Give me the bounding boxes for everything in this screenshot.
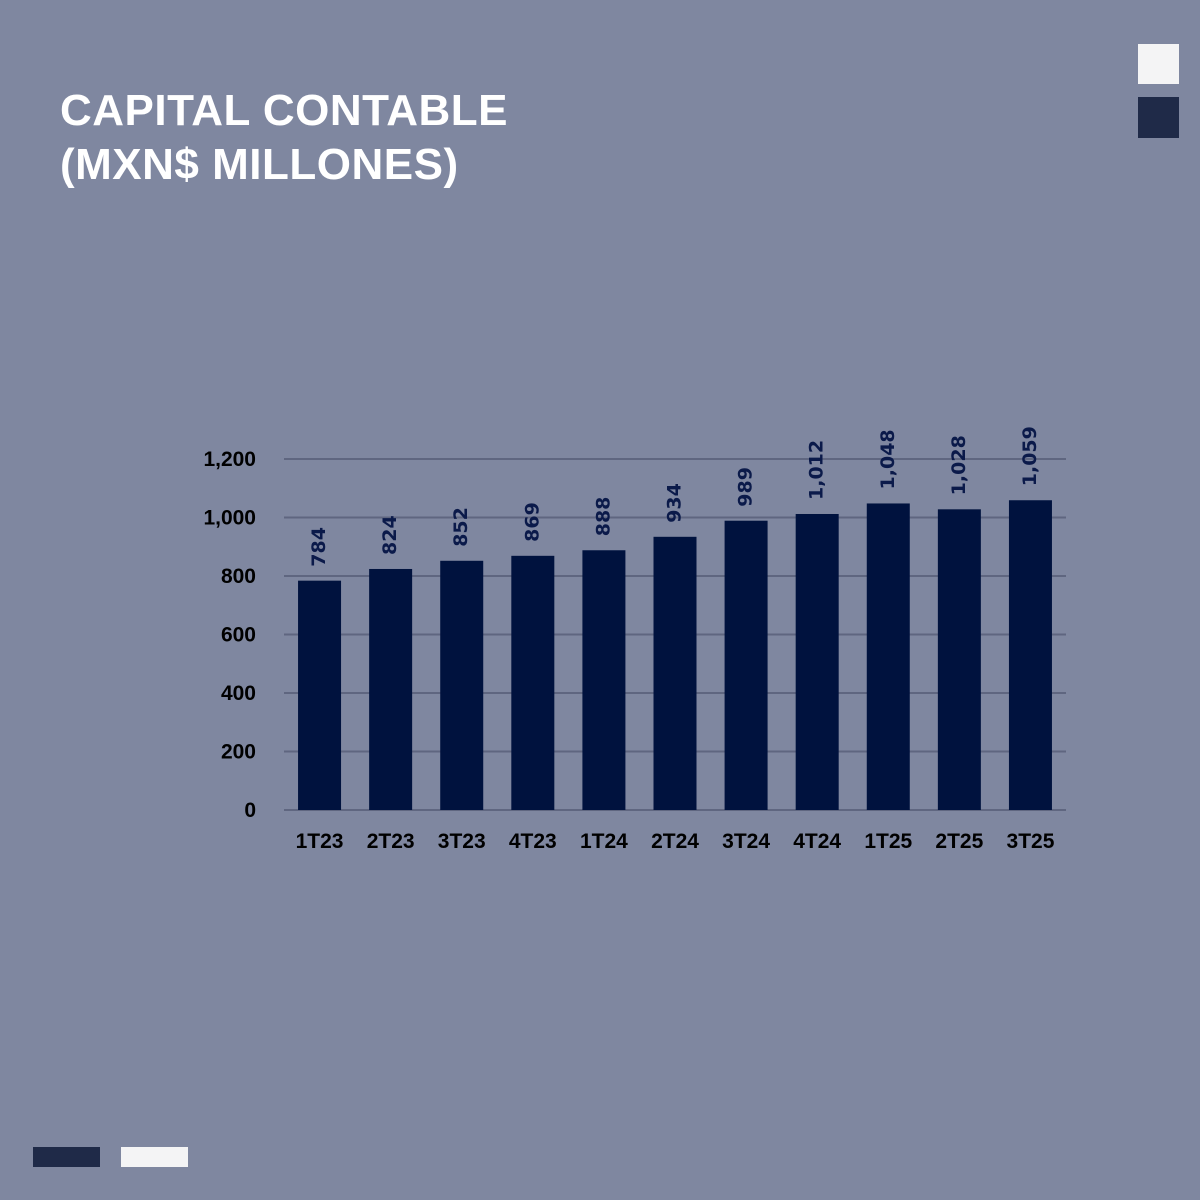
data-label: 824 [379, 515, 401, 555]
bar [653, 536, 697, 810]
x-tick-label: 1T24 [580, 830, 628, 853]
y-tick-label: 0 [244, 799, 256, 822]
bar [724, 520, 768, 810]
decor-square-light [1138, 44, 1179, 84]
y-tick-label: 800 [221, 565, 256, 588]
y-tick-label: 600 [221, 624, 256, 647]
bar [582, 550, 626, 810]
data-label: 989 [735, 467, 757, 507]
x-axis-ticks: 1T23 2T23 3T23 4T23 1T24 2T24 3T24 4T24 1T25 2T25… [296, 830, 1055, 853]
chart-title: CAPITAL CONTABLE (MXN$ MILLONES) [60, 84, 508, 192]
decor-bar-light [121, 1147, 188, 1167]
decor-square-dark [1138, 97, 1179, 138]
data-label: 784 [308, 527, 330, 567]
x-tick-label: 2T24 [651, 830, 699, 853]
data-label: 1,048 [877, 429, 899, 489]
y-axis-ticks: 0 200 400 600 800 1,000 1,200 [203, 448, 256, 822]
bar [795, 513, 839, 810]
data-label: 1,059 [1019, 426, 1041, 486]
x-tick-label: 2T23 [367, 830, 415, 853]
y-tick-label: 400 [221, 682, 256, 705]
x-tick-label: 3T25 [1007, 830, 1055, 853]
bars [298, 500, 1052, 810]
data-label: 888 [592, 497, 614, 537]
x-tick-label: 4T24 [793, 830, 841, 853]
y-tick-label: 200 [221, 741, 256, 764]
y-tick-label: 1,000 [203, 507, 256, 530]
y-tick-label: 1,200 [203, 448, 256, 471]
x-tick-label: 2T25 [935, 830, 983, 853]
bar [511, 555, 555, 810]
x-tick-label: 4T23 [509, 830, 557, 853]
bar [369, 568, 413, 810]
x-tick-label: 3T24 [722, 830, 770, 853]
gridlines [284, 458, 1066, 811]
x-tick-label: 3T23 [438, 830, 486, 853]
bar [1008, 500, 1052, 810]
chart-title-line-1: CAPITAL CONTABLE [60, 86, 508, 135]
data-label: 1,012 [806, 440, 828, 500]
bar [937, 509, 981, 810]
bar [440, 560, 484, 810]
bar [298, 580, 342, 810]
x-tick-label: 1T25 [864, 830, 912, 853]
decor-bar-dark [33, 1147, 100, 1167]
data-label: 934 [664, 483, 686, 523]
data-labels: 784 824 852 869 888 934 989 1,012 1,048 1,028 1,05… [308, 426, 1041, 567]
bar [866, 503, 910, 810]
data-label: 1,028 [948, 435, 970, 495]
chart-title-line-2: (MXN$ MILLONES) [60, 140, 459, 189]
x-tick-label: 1T23 [296, 830, 344, 853]
data-label: 852 [450, 507, 472, 547]
data-label: 869 [521, 502, 543, 542]
